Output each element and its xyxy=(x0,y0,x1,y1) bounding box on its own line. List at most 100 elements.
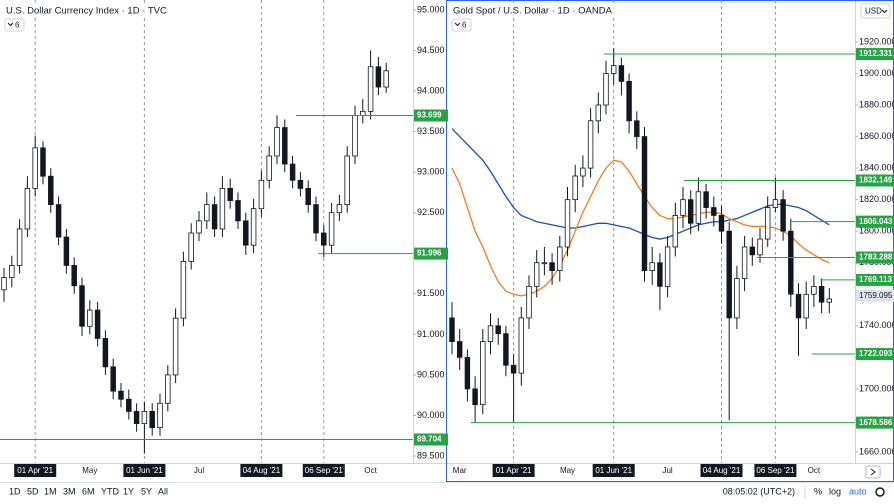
x-tick-label: Jul xyxy=(194,466,204,475)
candle-body xyxy=(383,70,389,88)
candle-body xyxy=(40,147,46,177)
legend-toggle[interactable] xyxy=(451,18,472,32)
level-label-box xyxy=(856,273,894,286)
level-label: 89.704 xyxy=(417,435,442,444)
candle-body xyxy=(595,104,602,122)
settings-button[interactable] xyxy=(875,487,885,497)
candle-body xyxy=(375,66,382,88)
legend-toggle-chevron xyxy=(7,22,14,27)
candle-body xyxy=(157,402,163,429)
candle-body xyxy=(495,325,501,335)
x-tick-label: 01 Jun '21 xyxy=(126,466,163,475)
x-tick-label: May xyxy=(82,466,97,475)
date-label-box xyxy=(14,464,57,477)
range-button[interactable]: 6M xyxy=(82,486,95,496)
candle-body xyxy=(188,232,194,262)
level-label: 91.996 xyxy=(417,249,442,258)
candle-body xyxy=(549,262,555,272)
y-tick-label: 92.500 xyxy=(417,207,445,217)
candle-body xyxy=(258,179,265,210)
candle-body xyxy=(749,246,756,256)
y-tick-label: 1660.000 xyxy=(859,446,894,456)
range-button[interactable]: 1M xyxy=(44,486,57,496)
log-toggle[interactable]: log xyxy=(829,486,841,496)
candle-body xyxy=(305,187,311,206)
level-label-box xyxy=(856,48,894,61)
candle-body xyxy=(826,298,833,303)
y-tick-label: 1900.000 xyxy=(859,68,894,78)
y-tick-label: 91.500 xyxy=(417,288,445,298)
date-label-box xyxy=(123,464,166,477)
y-tick-label: 1700.000 xyxy=(859,383,894,393)
level-label-box xyxy=(414,247,448,260)
candle-body xyxy=(313,204,319,234)
x-tick-label: Jul xyxy=(662,466,672,475)
candle-body xyxy=(711,207,717,216)
candle-body xyxy=(795,293,802,319)
candle-body xyxy=(196,220,202,234)
range-button[interactable]: 1D xyxy=(9,486,21,496)
percent-toggle[interactable]: % xyxy=(814,486,822,496)
y-tick-label: 89.500 xyxy=(417,450,445,460)
candle-body xyxy=(250,208,257,246)
scroll-button[interactable] xyxy=(865,465,881,479)
candle-body xyxy=(110,366,116,392)
candle-body xyxy=(672,215,679,248)
candle-body xyxy=(360,110,366,116)
currency-label: USD xyxy=(865,7,882,16)
candle-body xyxy=(572,175,578,201)
candle-body xyxy=(118,390,124,400)
x-tick-label: Oct xyxy=(364,466,377,475)
range-button[interactable]: 5Y xyxy=(141,486,152,496)
level-label: 1769.113 xyxy=(859,275,892,284)
candle-body xyxy=(243,220,249,246)
chart-title: U.S. Dollar Currency Index · 1D · TVC xyxy=(6,6,167,17)
candle-body xyxy=(618,65,625,82)
candle-body xyxy=(510,364,517,374)
candle-body xyxy=(289,163,296,181)
legend-toggle[interactable] xyxy=(4,18,25,32)
candle-body xyxy=(165,374,171,404)
candle-body xyxy=(126,398,132,412)
candle-body xyxy=(811,285,817,295)
x-tick-label: 04 Aug '21 xyxy=(243,466,281,475)
candle-body xyxy=(603,73,609,106)
candle-body xyxy=(24,187,31,230)
x-tick-label: 01 Jun '21 xyxy=(595,466,632,475)
range-button[interactable]: 1Y xyxy=(123,486,134,496)
y-tick-label: 93.000 xyxy=(417,167,445,177)
range-button[interactable]: 3M xyxy=(63,486,76,496)
candle-body xyxy=(9,265,15,279)
candle-body xyxy=(526,285,532,319)
y-tick-label: 1800.000 xyxy=(859,226,894,236)
candle-body xyxy=(328,212,335,246)
y-tick-label: 1920.000 xyxy=(859,36,894,46)
auto-toggle[interactable]: auto xyxy=(849,486,867,496)
candle-body xyxy=(219,187,226,230)
candle-body xyxy=(367,66,374,112)
level-label-box xyxy=(414,433,448,446)
candle-body xyxy=(780,199,786,232)
candle-body xyxy=(344,155,350,206)
level-label-box xyxy=(856,416,894,429)
level-label-box xyxy=(856,215,894,228)
range-button[interactable]: YTD xyxy=(101,486,120,496)
x-tick-label: 04 Aug '21 xyxy=(703,466,741,475)
date-label-box xyxy=(492,464,535,477)
currency-dropdown[interactable] xyxy=(860,3,891,19)
range-button[interactable]: 5D xyxy=(27,486,39,496)
candle-body xyxy=(541,262,548,265)
candle-body xyxy=(141,411,148,424)
candle-body xyxy=(703,191,709,208)
candle-body xyxy=(235,200,241,222)
x-tick-label: 01 Apr '21 xyxy=(496,466,532,475)
candle-body xyxy=(664,246,671,287)
candle-body xyxy=(63,236,70,266)
candle-body xyxy=(149,411,155,429)
range-button[interactable]: All xyxy=(158,486,168,496)
candle-body xyxy=(266,155,272,181)
candle-body xyxy=(580,167,586,177)
level-label-box xyxy=(856,348,894,361)
